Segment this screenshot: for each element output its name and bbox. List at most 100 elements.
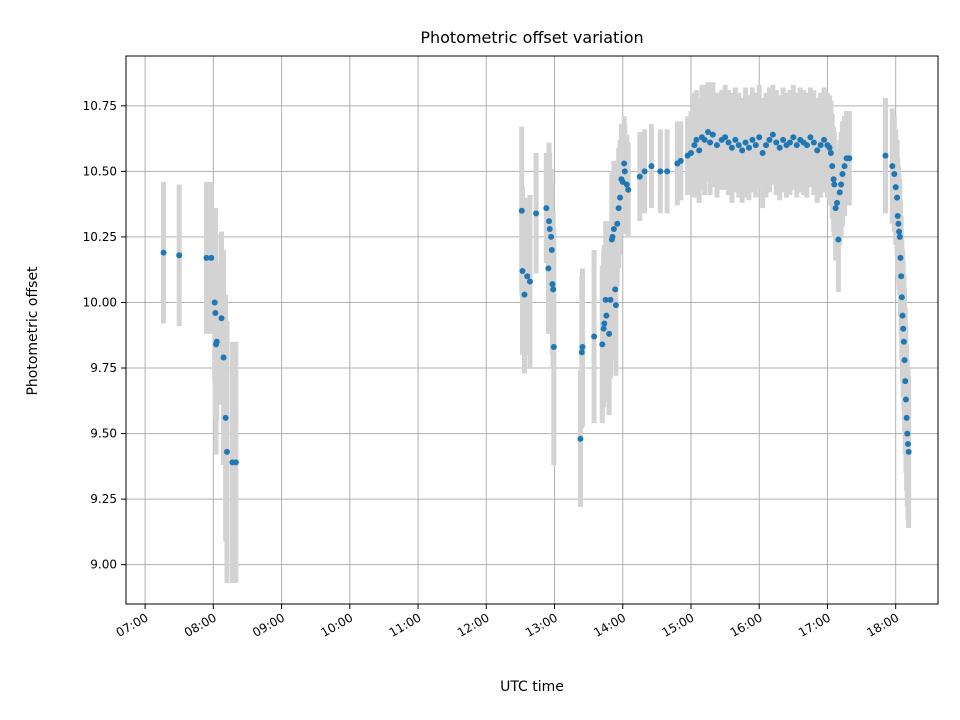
y-tick-label: 9.00 <box>90 558 117 572</box>
data-point <box>766 136 773 143</box>
data-point <box>218 315 225 322</box>
data-point <box>625 186 632 193</box>
data-point <box>664 168 671 175</box>
data-point <box>902 378 909 385</box>
data-point <box>621 160 628 167</box>
data-point <box>612 302 619 309</box>
data-point <box>707 139 714 146</box>
data-point <box>803 142 810 149</box>
y-axis-label: Photometric offset <box>25 266 41 396</box>
data-point <box>610 226 617 233</box>
data-point <box>549 281 556 288</box>
data-point <box>705 129 712 136</box>
data-point <box>548 233 555 240</box>
data-point <box>830 176 837 183</box>
y-tick-label: 9.50 <box>90 427 117 441</box>
y-axis-ticks: 9.00 9.25 9.50 9.75 10.00 10.25 10.50 10.75 <box>83 99 126 572</box>
y-tick-label: 10.25 <box>83 230 117 244</box>
data-point <box>903 414 910 421</box>
data-point <box>600 325 607 332</box>
data-point <box>212 309 219 316</box>
data-point <box>577 435 584 442</box>
data-point <box>839 170 846 177</box>
data-point <box>526 278 533 285</box>
data-point <box>713 142 720 149</box>
data-point <box>769 131 776 138</box>
data-point <box>745 144 752 151</box>
data-point <box>882 152 889 159</box>
data-point <box>533 210 540 217</box>
data-point <box>732 136 739 143</box>
data-point <box>896 233 903 240</box>
data-point <box>524 273 531 280</box>
data-point <box>889 163 896 170</box>
data-point <box>827 150 834 157</box>
data-point <box>550 286 557 293</box>
data-point <box>677 157 684 164</box>
data-point <box>722 134 729 141</box>
data-point <box>835 236 842 243</box>
data-point <box>203 254 210 261</box>
data-point <box>838 181 845 188</box>
data-point <box>222 414 229 421</box>
data-point <box>617 194 624 201</box>
data-point <box>211 299 218 306</box>
data-point <box>829 163 836 170</box>
data-point <box>841 163 848 170</box>
data-point <box>904 441 911 448</box>
data-point <box>521 291 528 298</box>
x-axis-label: UTC time <box>500 679 564 695</box>
data-point <box>786 139 793 146</box>
data-point <box>790 134 797 141</box>
data-point <box>612 286 619 293</box>
data-point <box>546 226 553 233</box>
data-point <box>636 173 643 180</box>
data-point <box>691 142 698 149</box>
data-point <box>550 344 557 351</box>
data-point <box>648 163 655 170</box>
data-point <box>900 338 907 345</box>
data-point <box>897 254 904 261</box>
data-point <box>900 325 907 332</box>
data-point <box>615 205 622 212</box>
y-tick-label: 10.50 <box>83 164 117 178</box>
data-point <box>905 448 912 455</box>
data-point <box>901 357 908 364</box>
data-point <box>579 344 586 351</box>
data-point <box>725 139 732 146</box>
data-point <box>657 168 664 175</box>
data-point <box>899 312 906 319</box>
data-point <box>821 136 828 143</box>
data-point <box>208 254 215 261</box>
data-point <box>599 341 606 348</box>
data-point <box>623 181 630 188</box>
data-point <box>895 220 902 227</box>
data-point <box>891 170 898 177</box>
data-point <box>735 142 742 149</box>
data-point <box>836 189 843 196</box>
data-point <box>759 150 766 157</box>
data-point <box>601 320 608 327</box>
data-point <box>752 142 759 149</box>
data-point <box>832 205 839 212</box>
data-point <box>546 218 553 225</box>
y-tick-label: 9.75 <box>90 361 117 375</box>
y-tick-label: 10.00 <box>83 295 117 309</box>
data-point <box>894 194 901 201</box>
data-point <box>609 233 616 240</box>
data-point <box>846 155 853 162</box>
data-point <box>749 136 756 143</box>
data-point <box>160 249 167 256</box>
data-point <box>709 131 716 138</box>
data-point <box>687 150 694 157</box>
data-point <box>834 199 841 206</box>
data-point <box>793 142 800 149</box>
data-point <box>831 181 838 188</box>
data-point <box>607 296 614 303</box>
y-tick-label: 9.25 <box>90 492 117 506</box>
data-point <box>545 265 552 272</box>
data-point <box>518 207 525 214</box>
data-point <box>814 147 821 154</box>
data-point <box>213 341 220 348</box>
data-point <box>904 430 911 437</box>
